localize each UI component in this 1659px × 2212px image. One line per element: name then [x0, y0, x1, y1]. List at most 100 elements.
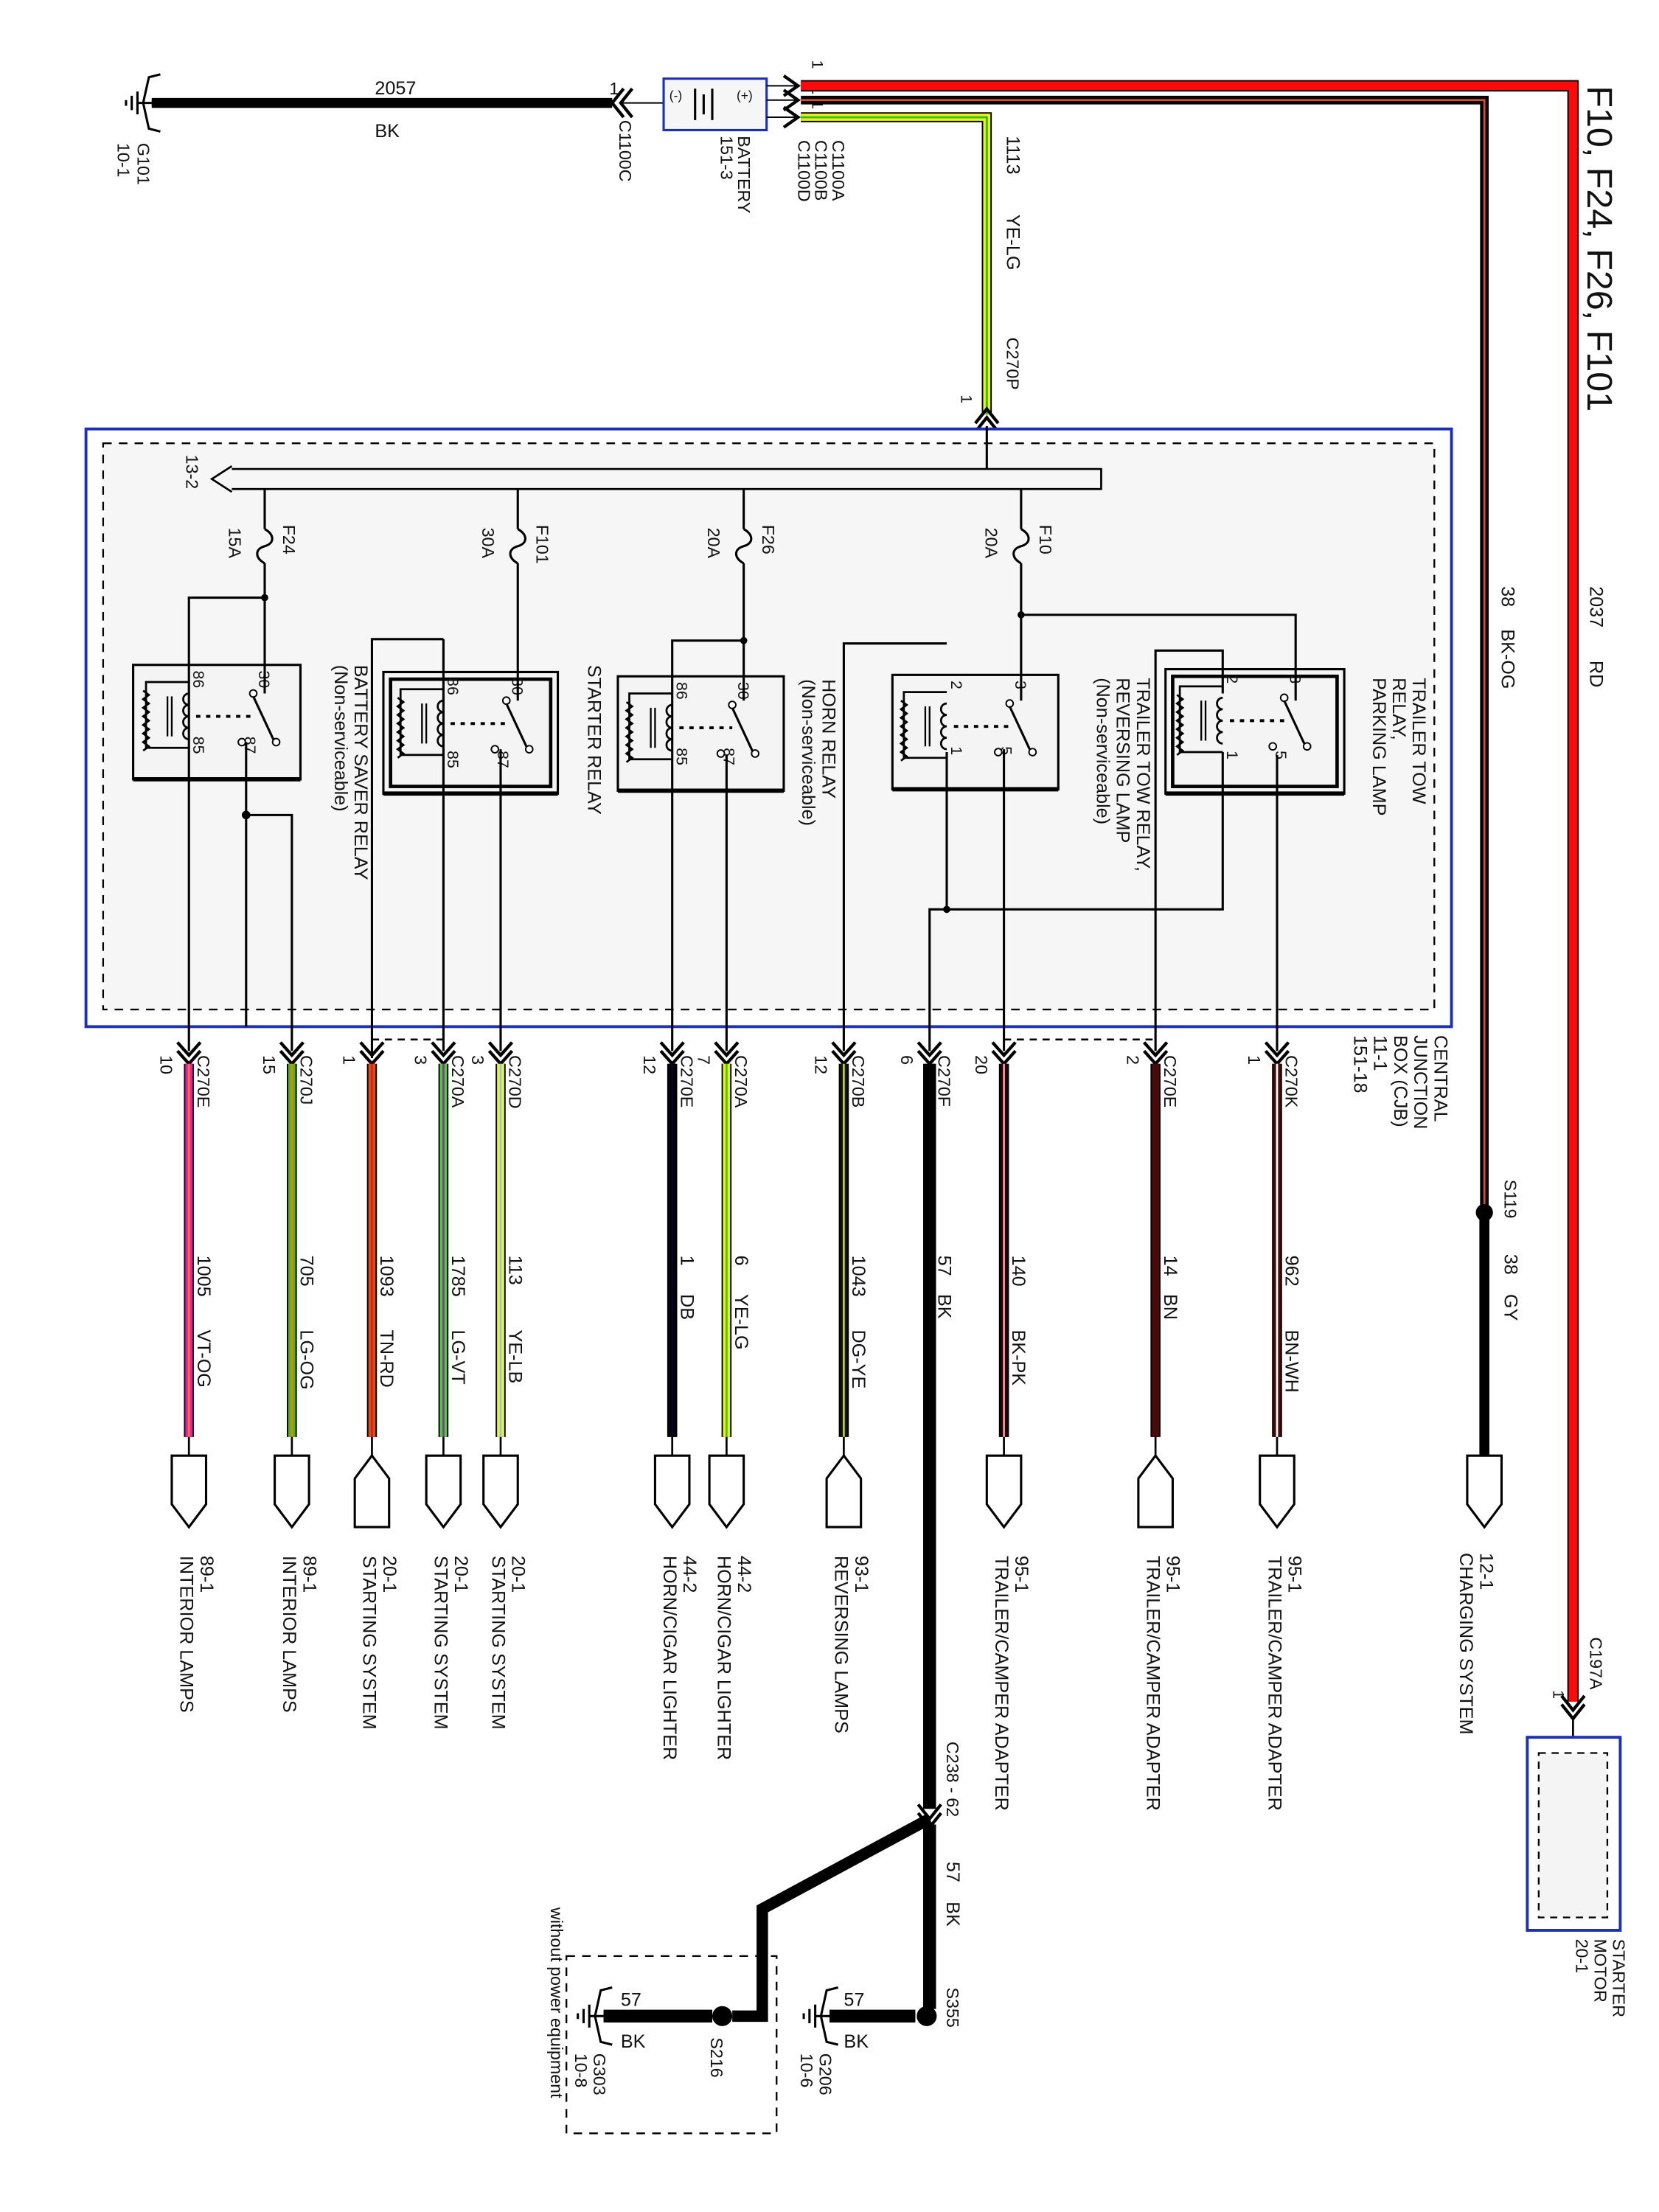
- terminal-label-line: STARTING SYSTEM: [359, 1556, 380, 1730]
- terminal-label-line: 44-2: [734, 1556, 754, 1593]
- wire-circuit: 2037: [1586, 586, 1607, 627]
- terminal-1093: [353, 1453, 391, 1528]
- connector-name: C1100D: [794, 140, 813, 202]
- splice-s119-icon: [1475, 1203, 1493, 1222]
- relay-pin-label: 86: [444, 678, 462, 695]
- terminal-label: 89-1INTERIOR LAMPS: [279, 1556, 319, 1713]
- ground-g303-icon: [577, 1986, 613, 2046]
- wire-color: DG-YE: [848, 1329, 869, 1388]
- starter-motor-inner: [1537, 1752, 1609, 1919]
- connector-pin: 2: [1123, 1055, 1142, 1065]
- wire-color: GY: [1500, 1294, 1520, 1321]
- relay-contact: [716, 749, 726, 758]
- connector-name: C197A: [1587, 1637, 1606, 1690]
- connector-pin: 3: [411, 1055, 431, 1065]
- relay-contact: [490, 745, 500, 754]
- wire-circuit: 57: [621, 1990, 641, 2011]
- wire-circuit: 1043: [848, 1256, 869, 1297]
- battery-negative: (-): [669, 88, 682, 103]
- battery-page: 151-3: [717, 136, 737, 180]
- wire-color: YE-LG: [731, 1294, 751, 1350]
- relay-label-line: BATTERY SAVER RELAY: [350, 665, 371, 880]
- cjb-label-line: JUNCTION: [1410, 1035, 1430, 1129]
- terminal-140: [985, 1454, 1023, 1529]
- relay-label: TRAILER TOW RELAY,REVERSING LAMP(Non-ser…: [1092, 678, 1152, 872]
- wire-circuit: 113: [505, 1256, 526, 1285]
- wire-color: LG-VT: [448, 1329, 468, 1384]
- connector-name: C270B: [849, 1055, 868, 1107]
- internal-wire: [1154, 649, 1224, 1051]
- starter-motor-label-line: 20-1: [1572, 1939, 1591, 1974]
- wire-circuit: 57: [844, 1990, 864, 2011]
- relay-pin-label: 86: [673, 682, 691, 700]
- relay-pin-label: 87: [241, 737, 259, 754]
- wire-38-bkog-stripe: [801, 99, 1486, 1208]
- relay-contact: [751, 749, 759, 758]
- internal-wire: [370, 638, 444, 1059]
- wire-circuit: 705: [296, 1256, 316, 1287]
- starter-motor-label-line: MOTOR: [1591, 1939, 1610, 2003]
- wire-1113-stripe: [801, 116, 988, 415]
- relay-box: [891, 673, 1060, 791]
- wire-circuit: 6: [731, 1256, 751, 1266]
- terminal-6: [708, 1454, 745, 1529]
- wire-57-branch: [732, 1813, 933, 2023]
- wire-circuit: 1093: [376, 1256, 397, 1297]
- splice-s216-icon: [712, 2006, 733, 2026]
- connector-name: C270E: [677, 1055, 696, 1107]
- relay-label: TRAILER TOWRELAY,PARKING LAMP: [1368, 678, 1429, 815]
- terminal-label-line: TRAILER/CAMPER ADAPTER: [1264, 1556, 1284, 1811]
- wire-color: BK: [375, 121, 400, 142]
- fuse-id: F26: [759, 525, 778, 554]
- relay-pin-label: 5: [1272, 751, 1290, 759]
- connector-pin: 1: [340, 1055, 359, 1065]
- connector-pin: 1: [809, 60, 827, 69]
- ground-page: 10-6: [797, 2053, 816, 2088]
- fuse-icon: [256, 528, 274, 565]
- relay-contact: [728, 700, 737, 709]
- terminal-1005: [170, 1454, 208, 1529]
- connector-name: C270P: [1003, 338, 1022, 390]
- relay-label: STARTER RELAY: [583, 665, 604, 815]
- option-dashed-box: [566, 1955, 778, 2135]
- resistor-icon: [396, 697, 406, 759]
- connector-pin: 15: [260, 1055, 279, 1074]
- terminal-label-line: 95-1: [1163, 1556, 1183, 1593]
- fuse-id: F24: [279, 525, 299, 554]
- relay-contact: [1302, 742, 1312, 751]
- relay-label: HORN RELAY(Non-serviceable): [798, 679, 838, 826]
- splice-label: S119: [1500, 1180, 1520, 1219]
- connector-name: C270A: [731, 1055, 751, 1108]
- resistor-icon: [1175, 694, 1185, 757]
- connector-name: C1100C: [616, 120, 635, 182]
- relay-pin-label: 87: [720, 748, 737, 765]
- terminal-label: 89-1INTERIOR LAMPS: [176, 1556, 217, 1713]
- relay-contact: [1279, 693, 1289, 703]
- relay-pin-label: 85: [444, 751, 462, 768]
- connector-pin: 12: [640, 1055, 659, 1074]
- connector-name: C270J: [296, 1055, 316, 1105]
- relay-label-line: HORN RELAY: [818, 679, 838, 799]
- battery-positive: (+): [737, 88, 753, 103]
- splice-s355-icon: [917, 2006, 937, 2026]
- wire-circuit: 962: [1281, 1256, 1302, 1287]
- relay-switch-arm: [252, 695, 275, 740]
- terminal-label-line: 20-1: [451, 1556, 471, 1593]
- ground-g206-icon: [802, 1986, 839, 2046]
- fuse-rating: 15A: [226, 528, 245, 559]
- terminal-label-line: HORN/CIGAR LIGHTER: [714, 1556, 734, 1760]
- terminal-label: 20-1STARTING SYSTEM: [359, 1556, 400, 1730]
- wire-color: RD: [1586, 661, 1607, 687]
- ground-g101-icon: [125, 73, 161, 133]
- fuse-rating: 20A: [981, 528, 1001, 559]
- internal-wire: [928, 752, 948, 1051]
- wire-circuit: 14: [1160, 1256, 1180, 1276]
- wire-color: BK: [933, 1294, 954, 1319]
- internal-wire: [187, 597, 265, 1051]
- relay-label-line: STARTER RELAY: [583, 665, 604, 815]
- terminal-label-line: TRAILER/CAMPER ADAPTER: [1142, 1556, 1163, 1811]
- relay-pin-label: 5: [998, 746, 1015, 755]
- connector-pin: 1: [809, 100, 827, 109]
- relay-contact: [1268, 742, 1277, 751]
- wire-circuit: 38: [1500, 1254, 1520, 1275]
